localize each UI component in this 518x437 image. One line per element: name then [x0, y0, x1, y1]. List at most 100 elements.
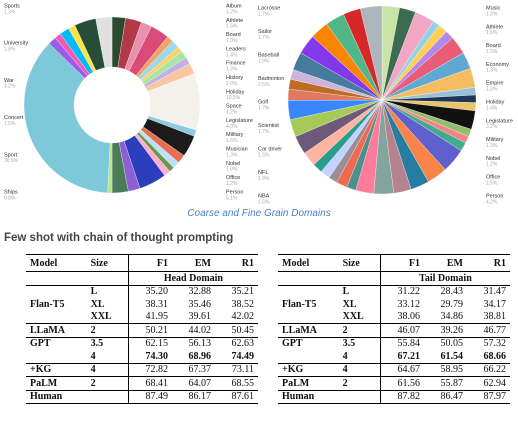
slice-label: Car driver — [258, 146, 282, 152]
slice-label: History — [226, 75, 243, 81]
score-cell: 34.86 — [424, 310, 467, 324]
slice-label: Board — [486, 43, 501, 49]
score-cell: 74.49 — [214, 350, 258, 364]
slice-value-label: 1.2% — [486, 162, 498, 168]
slice-label: Person — [226, 189, 243, 195]
table-row: GPT 3.5 55.84 50.05 57.32 — [278, 337, 510, 350]
slice-value-label: 1.5% — [486, 181, 498, 187]
slice-label: Sports — [4, 3, 20, 9]
slice-label: Office — [226, 175, 240, 181]
slice-label: Military — [486, 137, 504, 143]
group-label: Head Domain — [128, 271, 258, 286]
table-row: XXL 41.95 39.61 42.02 — [26, 310, 258, 324]
slice-label: Sport — [4, 152, 18, 158]
slice-label: Sailor — [258, 29, 272, 35]
table-row: Flan-T5 XL 33.12 29.79 34.17 — [278, 298, 510, 311]
slice-label: Legislature — [226, 118, 253, 124]
score-cell: 38.06 — [380, 310, 424, 324]
score-cell: 64.07 — [172, 376, 215, 391]
size-cell: L — [338, 285, 381, 298]
model-cell: PaLM — [26, 376, 87, 391]
results-table: Model Size F1 EM R1 Head Domain L 35.20 32.88 35.… — [26, 254, 258, 404]
spacer — [278, 271, 339, 286]
slice-value-label: 2.0% — [226, 81, 238, 87]
score-cell: 50.05 — [440, 338, 463, 350]
slice-value-label: 1.2% — [226, 109, 238, 115]
slice-label: NBA — [258, 193, 270, 199]
group-label: Tail Domain — [380, 271, 510, 286]
column-header: R1 — [214, 254, 258, 272]
slice-label: Album — [226, 3, 242, 9]
slice-value-label: 1.2% — [226, 9, 238, 15]
slice-label: Nobel — [226, 161, 240, 167]
slice-value-label: 4.2% — [486, 199, 498, 205]
slice-value-label: 1.2% — [226, 181, 238, 187]
column-header: Model — [26, 254, 87, 272]
slice-value-label: 1.3% — [486, 143, 498, 149]
slice-label: Leaders — [226, 46, 246, 52]
pie-slice — [23, 43, 111, 194]
slice-label: Legislature — [486, 118, 513, 124]
slice-value-label: 5.1% — [226, 195, 238, 201]
model-cell — [26, 285, 87, 298]
charts: Album1.2%Athlete1.5%Board1.0%Leaders1.4%… — [4, 3, 513, 205]
table-row: L 31.22 28.43 31.47 — [278, 285, 510, 298]
table-row: L 35.20 32.88 35.21 — [26, 285, 258, 298]
model-cell: +KG — [26, 363, 87, 377]
spacer — [86, 271, 129, 286]
size-cell: 4 — [338, 363, 381, 377]
score-cell: 74.30 — [128, 350, 172, 364]
slice-value-label: 1.2% — [486, 11, 498, 17]
score-cell: 38.52 — [231, 298, 255, 310]
size-cell: XXL — [338, 310, 381, 324]
slice-label: Empire — [486, 81, 503, 87]
size-cell: 4 — [86, 350, 129, 364]
model-cell: Human — [278, 390, 339, 404]
score-cell: 50.45 — [214, 323, 258, 338]
size-cell: 4 — [338, 350, 381, 364]
slice-label: Nobel — [486, 156, 500, 162]
results-table: Model Size F1 EM R1 Tail Domain L 31.22 28.43 31.… — [278, 254, 510, 404]
slice-value-label: 1.2% — [4, 84, 16, 90]
model-cell — [278, 285, 339, 298]
score-cell: 61.56 — [380, 376, 424, 391]
slice-label: Musician — [226, 147, 248, 153]
spacer — [26, 271, 87, 286]
slice-label: Board — [226, 32, 241, 38]
slice-value-label: 3.2% — [486, 124, 498, 130]
size-cell: XL — [338, 298, 381, 311]
column-header: Size — [338, 254, 381, 272]
group-row: Tail Domain — [278, 271, 510, 286]
slice-label: Ships — [4, 189, 18, 195]
size-cell: L — [86, 285, 129, 298]
size-cell — [338, 390, 381, 404]
pie-slice — [95, 16, 113, 68]
slice-label: Holiday — [226, 89, 245, 95]
slice-label: War — [4, 78, 14, 84]
slice-label: Person — [486, 193, 503, 199]
model-cell — [278, 350, 339, 364]
score-cell: 58.95 — [424, 363, 467, 377]
score-cell: 55.87 — [424, 376, 467, 391]
score-cell: 72.82 — [128, 363, 172, 377]
score-cell: 41.95 — [128, 310, 172, 324]
slice-value-label: 1.7% — [258, 35, 270, 41]
score-cell: 55.84 — [397, 338, 421, 350]
score-cell: 31.47 — [483, 286, 507, 298]
score-cell: 68.96 — [172, 350, 215, 364]
score-cell: 68.66 — [466, 350, 510, 364]
header-row: Model Size F1 EM R1 — [278, 254, 510, 272]
score-cell: 39.26 — [424, 323, 467, 338]
caption: Coarse and Fine Grain Domains — [187, 208, 331, 219]
score-cell: 87.49 — [128, 390, 172, 404]
size-cell: XL — [86, 298, 129, 311]
slice-value-label: 1.7% — [258, 11, 270, 17]
slice-value-label: 1.3% — [486, 87, 498, 93]
column-header: EM — [424, 254, 467, 272]
score-cell: 64.67 — [380, 363, 424, 377]
slice-value-label: 1.9% — [258, 58, 270, 64]
table-row: LLaMA 2 46.07 39.26 46.77 — [278, 323, 510, 338]
column-header: Model — [278, 254, 339, 272]
score-cell: 56.13 — [188, 338, 211, 350]
group-row: Head Domain — [26, 271, 258, 286]
